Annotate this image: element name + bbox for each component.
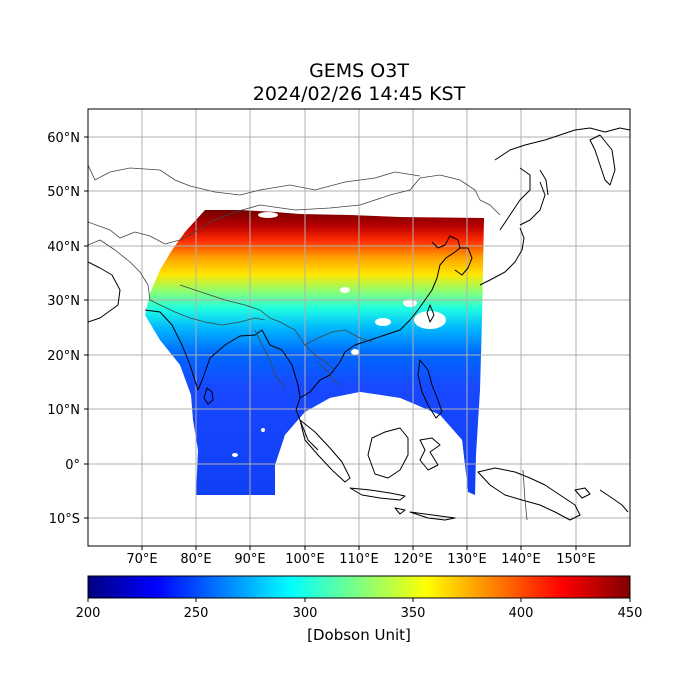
lat-label: 0° [65,458,80,473]
country-borders [88,164,528,521]
lat-label: 10°N [47,403,80,418]
colorbar-tick-label: 350 [401,606,426,621]
lon-label: 90°E [234,552,265,567]
lon-label: 150°E [556,552,596,567]
colorbar [87,575,631,599]
colorbar-tick-label: 450 [618,606,643,621]
coastlines [88,127,630,521]
lat-label: 10°S [49,512,80,527]
colorbar-labels: 200 250 300 350 400 450 [76,606,643,621]
axis-ticks [84,136,577,550]
lon-label: 120°E [393,552,433,567]
lat-label: 40°N [47,240,80,255]
lon-label: 140°E [501,552,541,567]
latitude-labels: 60°N 50°N 40°N 30°N 20°N 10°N 0° 10°S [47,131,80,527]
lat-label: 50°N [47,185,80,200]
lon-label: 100°E [285,552,325,567]
ozone-coverage [145,210,484,495]
colorbar-unit-label: [Dobson Unit] [307,626,411,644]
map-title-line1: GEMS O3T [309,60,409,82]
map-title-line2: 2024/02/26 14:45 KST [252,83,466,105]
colorbar-tick-label: 400 [509,606,534,621]
colorbar-tick-label: 200 [76,606,101,621]
lat-label: 30°N [47,294,80,309]
lon-label: 80°E [180,552,211,567]
lat-label: 20°N [47,349,80,364]
lon-label: 110°E [339,552,379,567]
colorbar-ticks [87,598,631,602]
graticule [88,109,630,546]
ozone-data-field [145,210,484,495]
colorbar-tick-label: 300 [293,606,318,621]
colorbar-tick-label: 250 [184,606,209,621]
longitude-labels: 70°E 80°E 90°E 100°E 110°E 120°E 130°E 1… [126,552,595,567]
lon-label: 70°E [126,552,157,567]
lon-label: 130°E [447,552,487,567]
lat-label: 60°N [47,131,80,146]
